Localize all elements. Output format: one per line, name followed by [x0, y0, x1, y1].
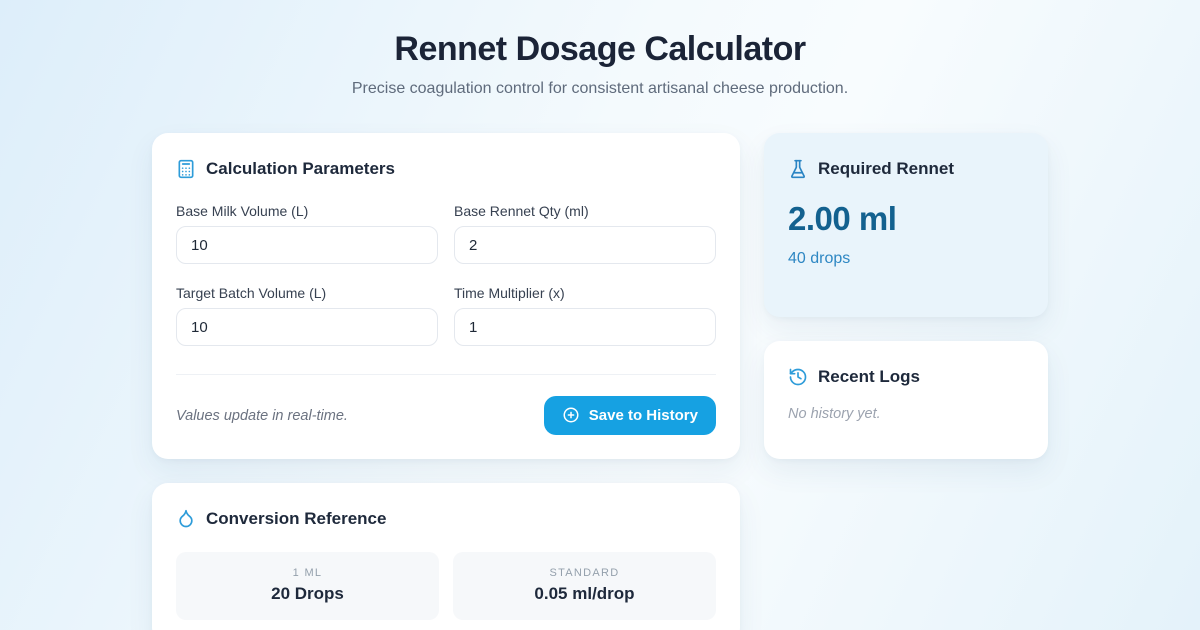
page-header: Rennet Dosage Calculator Precise coagula…: [0, 0, 1200, 98]
form-divider: [176, 374, 716, 375]
realtime-note: Values update in real-time.: [176, 407, 348, 424]
required-rennet-card: Required Rennet 2.00 ml 40 drops: [764, 133, 1048, 317]
base-milk-volume-label: Base Milk Volume (L): [176, 203, 309, 219]
required-rennet-value: 2.00 ml: [788, 200, 897, 237]
time-multiplier-label: Time Multiplier (x): [454, 285, 565, 301]
plus-circle-icon: [562, 406, 580, 424]
main-content: Calculation Parameters Base Milk Volume …: [152, 133, 1048, 630]
history-icon: [788, 367, 808, 387]
save-to-history-label: Save to History: [588, 406, 698, 424]
save-to-history-button[interactable]: Save to History: [543, 396, 716, 435]
recent-logs-header: Recent Logs: [788, 367, 1024, 387]
parameters-footer: Values update in real-time. Save to Hist…: [176, 396, 716, 435]
calculation-parameters-header: Calculation Parameters: [176, 159, 716, 179]
required-rennet-title: Required Rennet: [818, 159, 955, 178]
page-title: Rennet Dosage Calculator: [394, 30, 806, 68]
recent-logs-card: Recent Logs No history yet.: [764, 341, 1048, 459]
conversion-reference-card: Conversion Reference 1 ML 20 Drops STAND…: [152, 483, 740, 630]
base-milk-volume-input[interactable]: [176, 226, 438, 264]
stat-standard-rate: STANDARD 0.05 ml/drop: [453, 552, 716, 620]
logs-empty-state: No history yet.: [788, 406, 881, 422]
parameters-form: Base Milk Volume (L) Base Rennet Qty (ml…: [176, 203, 716, 346]
calculation-parameters-title: Calculation Parameters: [206, 159, 395, 178]
page-subtitle: Precise coagulation control for consiste…: [351, 80, 849, 97]
field-base-rennet-qty: Base Rennet Qty (ml): [454, 203, 716, 264]
stat-standard-label: STANDARD: [549, 567, 620, 579]
base-rennet-qty-label: Base Rennet Qty (ml): [454, 203, 589, 219]
stat-standard-value: 0.05 ml/drop: [534, 584, 635, 603]
conversion-reference-title: Conversion Reference: [206, 509, 387, 528]
field-time-multiplier: Time Multiplier (x): [454, 285, 716, 346]
droplet-icon: [176, 509, 196, 529]
calculator-icon: [176, 159, 196, 179]
time-multiplier-input[interactable]: [454, 308, 716, 346]
conversion-reference-header: Conversion Reference: [176, 509, 716, 529]
left-column: Calculation Parameters Base Milk Volume …: [152, 133, 740, 630]
stat-ml-label: 1 ML: [292, 567, 323, 579]
flask-icon: [788, 159, 808, 179]
required-rennet-header: Required Rennet: [788, 159, 1024, 179]
stat-ml-value: 20 Drops: [271, 584, 344, 603]
recent-logs-title: Recent Logs: [818, 367, 921, 386]
target-batch-volume-input[interactable]: [176, 308, 438, 346]
stat-ml-to-drops: 1 ML 20 Drops: [176, 552, 439, 620]
target-batch-volume-label: Target Batch Volume (L): [176, 285, 327, 301]
calculation-parameters-card: Calculation Parameters Base Milk Volume …: [152, 133, 740, 459]
field-target-batch-volume: Target Batch Volume (L): [176, 285, 438, 346]
field-base-milk-volume: Base Milk Volume (L): [176, 203, 438, 264]
right-column: Required Rennet 2.00 ml 40 drops Recent …: [764, 133, 1048, 459]
base-rennet-qty-input[interactable]: [454, 226, 716, 264]
required-rennet-drops: 40 drops: [788, 250, 851, 267]
conversion-stats: 1 ML 20 Drops STANDARD 0.05 ml/drop: [176, 552, 716, 620]
